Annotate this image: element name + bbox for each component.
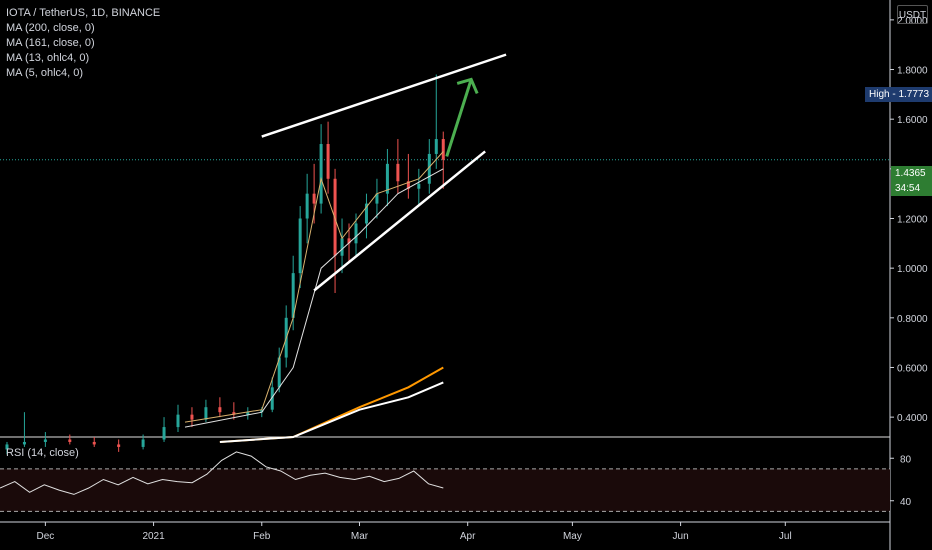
ma-13-line <box>184 168 444 428</box>
symbol-title[interactable]: IOTA / TetherUS, 1D, BINANCE <box>6 7 161 19</box>
candle-body <box>270 387 274 410</box>
y-tick-label: 1.8000 <box>897 66 928 77</box>
candle-body <box>232 412 236 415</box>
candle-body <box>417 183 421 189</box>
candle-body <box>141 439 145 447</box>
candle-body <box>427 153 431 184</box>
candle-body <box>176 414 180 428</box>
rsi-tick-label: 40 <box>900 497 912 508</box>
candle-body <box>204 407 208 420</box>
candle-body <box>347 238 351 244</box>
x-tick-label: 2021 <box>142 531 165 542</box>
candle-body <box>22 441 26 445</box>
high-price-tag: High - 1.7773 <box>865 87 932 102</box>
candle-body <box>277 357 281 388</box>
candle-body <box>68 439 72 442</box>
y-tick-label: 1.2000 <box>897 215 928 226</box>
y-tick-label: 0.8000 <box>897 314 928 325</box>
ma-5-line <box>184 151 444 423</box>
ma-161-label[interactable]: MA (161, close, 0) <box>6 37 95 49</box>
candle-body <box>434 139 438 154</box>
candle-body <box>218 407 222 413</box>
x-tick-label: Dec <box>36 531 54 542</box>
candle-body <box>375 193 379 204</box>
ma-200-label[interactable]: MA (200, close, 0) <box>6 22 95 34</box>
candle-body <box>340 238 344 256</box>
candle-body <box>354 223 358 244</box>
candle-body <box>305 193 309 219</box>
candle-body <box>5 444 9 450</box>
y-tick-label: 0.4000 <box>897 413 928 424</box>
candle-body <box>385 163 389 194</box>
high-label: High <box>869 89 890 100</box>
high-value: 1.7773 <box>898 89 930 100</box>
candle-body <box>190 414 194 420</box>
candle-body <box>406 181 410 189</box>
last-price-tag: 1.4365 <box>891 166 932 181</box>
y-tick-label: 1.0000 <box>897 264 928 275</box>
candle-body <box>117 444 121 447</box>
candle-body <box>92 441 96 445</box>
candle-body <box>43 439 47 442</box>
rsi-band <box>0 468 890 512</box>
rsi-label[interactable]: RSI (14, close) <box>6 447 79 459</box>
x-tick-label: Feb <box>253 531 271 542</box>
x-tick-label: Apr <box>460 531 476 542</box>
lower-trendline <box>313 150 486 292</box>
countdown-tag: 34:54 <box>891 181 932 196</box>
candle-body <box>260 409 264 413</box>
currency-button[interactable]: USDT <box>897 5 928 24</box>
upper-trendline <box>261 53 507 138</box>
candle-body <box>312 193 316 204</box>
ma-5-label[interactable]: MA (5, ohlc4, 0) <box>6 67 84 79</box>
candle-body <box>291 273 295 318</box>
x-tick-label: Mar <box>351 531 369 542</box>
candle-body <box>298 218 302 274</box>
ma-13-label[interactable]: MA (13, ohlc4, 0) <box>6 52 90 64</box>
green-arrow-shaft <box>445 79 473 157</box>
candle-body <box>246 412 250 415</box>
y-tick-label: 1.6000 <box>897 115 928 126</box>
x-tick-label: May <box>563 531 582 542</box>
ma-161-line <box>219 381 444 443</box>
candle-body <box>326 144 330 179</box>
candle-body <box>162 427 166 440</box>
candle-body <box>441 139 445 160</box>
candle-body <box>319 144 323 204</box>
candle-body <box>396 163 400 182</box>
chart-legend: IOTA / TetherUS, 1D, BINANCE MA (200, cl… <box>6 6 160 81</box>
rsi-line <box>0 451 444 495</box>
y-tick-label: 0.6000 <box>897 363 928 374</box>
rsi-tick-label: 80 <box>900 454 912 465</box>
green-arrow-head <box>456 77 479 95</box>
x-tick-label: Jun <box>673 531 689 542</box>
x-tick-label: Jul <box>779 531 792 542</box>
y-tick-label: 2.0000 <box>897 16 928 27</box>
candle-body <box>364 203 368 224</box>
